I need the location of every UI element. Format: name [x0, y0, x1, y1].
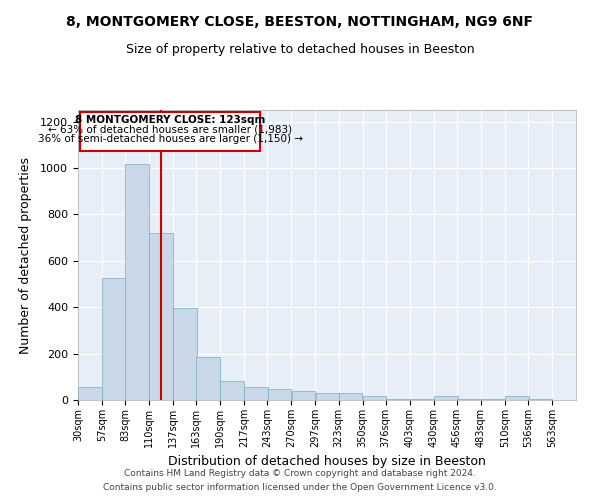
Bar	[338, 393, 362, 400]
Bar	[528, 399, 552, 400]
Bar	[457, 399, 481, 400]
Bar	[316, 393, 340, 400]
Text: Contains public sector information licensed under the Open Government Licence v3: Contains public sector information licen…	[103, 484, 497, 492]
Bar	[149, 233, 173, 400]
Text: 8, MONTGOMERY CLOSE, BEESTON, NOTTINGHAM, NG9 6NF: 8, MONTGOMERY CLOSE, BEESTON, NOTTINGHAM…	[67, 15, 533, 29]
Bar	[102, 278, 126, 400]
Bar	[505, 396, 529, 400]
Text: Contains HM Land Registry data © Crown copyright and database right 2024.: Contains HM Land Registry data © Crown c…	[124, 468, 476, 477]
Bar	[196, 357, 220, 400]
Bar	[434, 396, 458, 400]
X-axis label: Distribution of detached houses by size in Beeston: Distribution of detached houses by size …	[168, 456, 486, 468]
Bar	[410, 399, 434, 400]
Bar	[220, 382, 244, 400]
Bar	[244, 387, 268, 400]
Bar	[363, 396, 386, 400]
Bar	[481, 399, 505, 400]
FancyBboxPatch shape	[80, 112, 260, 150]
Bar	[268, 389, 291, 400]
Y-axis label: Number of detached properties: Number of detached properties	[19, 156, 32, 354]
Bar	[292, 390, 316, 400]
Text: 8 MONTGOMERY CLOSE: 123sqm: 8 MONTGOMERY CLOSE: 123sqm	[75, 115, 265, 125]
Text: 36% of semi-detached houses are larger (1,150) →: 36% of semi-detached houses are larger (…	[38, 134, 302, 144]
Bar	[386, 399, 410, 400]
Bar	[125, 164, 149, 400]
Text: Size of property relative to detached houses in Beeston: Size of property relative to detached ho…	[125, 42, 475, 56]
Bar	[173, 308, 197, 400]
Text: ← 63% of detached houses are smaller (1,983): ← 63% of detached houses are smaller (1,…	[48, 124, 292, 134]
Bar	[78, 387, 102, 400]
